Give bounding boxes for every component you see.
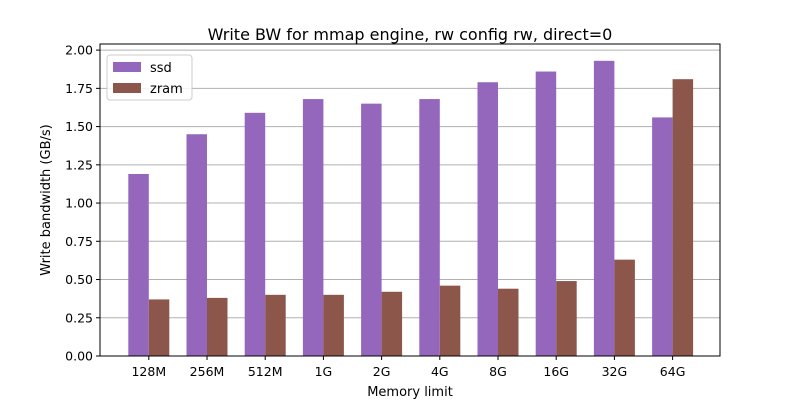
y-tick-label: 0.00 <box>65 349 93 364</box>
chart-title: Write BW for mmap engine, rw config rw, … <box>208 25 613 44</box>
y-tick-label: 1.00 <box>65 196 93 211</box>
bar-ssd <box>652 117 673 356</box>
y-tick-label: 2.00 <box>65 43 93 58</box>
bar-ssd <box>186 134 207 356</box>
bar-ssd <box>361 103 382 356</box>
y-axis-ticks: 0.00 0.25 0.50 0.75 1.00 1.25 1.50 1.75 2.00 <box>65 43 100 364</box>
y-tick-label: 0.25 <box>65 310 93 325</box>
legend-swatch <box>113 83 141 93</box>
x-tick-label: 1G <box>315 364 333 379</box>
legend-swatch <box>113 62 141 72</box>
y-tick-label: 1.50 <box>65 119 93 134</box>
bar-zram <box>439 285 461 356</box>
x-tick-label: 8G <box>489 364 507 379</box>
bar-zram <box>207 297 228 356</box>
plot-frame <box>99 43 721 357</box>
legend-label: ssd <box>150 61 172 76</box>
bar-ssd <box>302 99 324 356</box>
bar-zram <box>381 291 403 356</box>
x-tick-label: 128M <box>131 364 166 379</box>
bar-ssd <box>593 60 615 357</box>
x-tick-label: 256M <box>190 364 225 379</box>
bar-zram <box>498 288 519 356</box>
bar-ssd <box>535 71 557 356</box>
bar-zram <box>672 79 694 357</box>
bar-zram <box>614 259 635 356</box>
legend-label: zram <box>150 82 183 97</box>
x-tick-label: 2G <box>373 364 391 379</box>
y-tick-label: 0.50 <box>65 272 93 287</box>
y-tick-label: 1.75 <box>65 81 93 96</box>
x-axis-label: Memory limit <box>367 385 453 400</box>
x-tick-label: 4G <box>431 364 449 379</box>
x-axis-ticks: 128M 256M 512M 1G 2G 4G 8G 16G 32G 64G <box>131 356 685 379</box>
legend: ssd zram <box>106 54 193 101</box>
bar-ssd <box>477 82 498 356</box>
x-tick-label: 16G <box>543 364 569 379</box>
bar-ssd <box>244 112 266 356</box>
bar-zram <box>265 294 286 356</box>
x-tick-label: 32G <box>602 364 628 379</box>
bar-zram <box>323 294 344 356</box>
bar-ssd <box>128 174 149 356</box>
bar-zram <box>556 281 577 356</box>
y-axis-label: Write bandwidth (GB/s) <box>39 124 54 275</box>
x-tick-label: 64G <box>660 364 686 379</box>
bar-ssd <box>419 99 440 356</box>
y-tick-label: 1.25 <box>65 157 93 172</box>
bars <box>128 60 694 357</box>
bar-zram <box>148 299 170 356</box>
x-tick-label: 512M <box>248 364 283 379</box>
y-tick-label: 0.75 <box>65 234 93 249</box>
